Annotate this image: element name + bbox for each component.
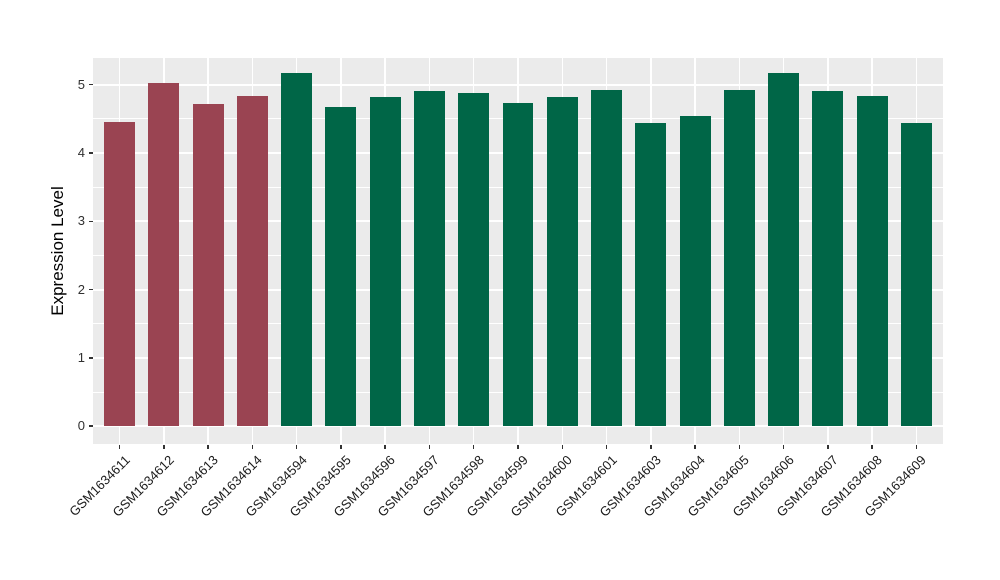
bar-GSM1634598 bbox=[458, 92, 490, 427]
x-tick-mark bbox=[428, 445, 431, 449]
bar-GSM1634605 bbox=[723, 90, 755, 427]
x-tick-mark bbox=[827, 445, 829, 449]
bar-GSM1634595 bbox=[325, 107, 357, 427]
y-tick-label: 1 bbox=[77, 349, 85, 365]
y-tick-mark bbox=[89, 220, 93, 223]
bar-GSM1634601 bbox=[591, 90, 623, 427]
x-tick-mark bbox=[118, 445, 121, 449]
y-tick-label: 3 bbox=[77, 213, 85, 229]
y-tick-mark bbox=[89, 357, 93, 359]
y-tick-label: 2 bbox=[77, 281, 85, 297]
x-tick-mark bbox=[782, 445, 785, 449]
y-tick-label: 5 bbox=[77, 76, 85, 92]
x-tick-mark bbox=[295, 445, 298, 449]
bar-GSM1634612 bbox=[148, 82, 180, 427]
y-tick-mark bbox=[89, 152, 93, 154]
x-tick-mark bbox=[915, 445, 918, 449]
bar-GSM1634597 bbox=[413, 91, 445, 427]
bar-GSM1634599 bbox=[502, 103, 534, 427]
bar-GSM1634607 bbox=[812, 91, 844, 427]
bar-GSM1634606 bbox=[768, 73, 800, 427]
x-tick-mark bbox=[472, 445, 475, 449]
x-tick-mark bbox=[517, 445, 519, 449]
y-axis-title: Expression Level bbox=[48, 186, 67, 316]
bar-GSM1634611 bbox=[104, 122, 136, 427]
bar-GSM1634604 bbox=[679, 116, 711, 427]
x-tick-mark bbox=[605, 445, 608, 449]
x-tick-mark bbox=[251, 445, 254, 449]
plot-panel bbox=[93, 58, 943, 444]
x-tick-mark bbox=[561, 445, 564, 449]
y-tick-mark bbox=[89, 425, 93, 427]
bar-GSM1634608 bbox=[856, 96, 888, 427]
x-tick-mark bbox=[384, 445, 386, 449]
y-tick-mark bbox=[89, 288, 93, 291]
x-tick-mark bbox=[738, 445, 741, 449]
x-tick-mark bbox=[871, 445, 873, 449]
bar-GSM1634603 bbox=[635, 122, 667, 427]
x-tick-mark bbox=[694, 445, 696, 449]
bar-GSM1634614 bbox=[236, 96, 268, 427]
x-tick-mark bbox=[340, 445, 342, 449]
y-tick-label: 0 bbox=[77, 418, 85, 434]
x-tick-mark bbox=[650, 445, 652, 449]
bar-GSM1634596 bbox=[369, 96, 401, 427]
bar-GSM1634600 bbox=[546, 96, 578, 427]
bar-GSM1634594 bbox=[281, 73, 313, 427]
bar-GSM1634609 bbox=[900, 122, 932, 427]
y-tick-label: 4 bbox=[77, 144, 85, 160]
bar-GSM1634613 bbox=[192, 103, 224, 427]
x-tick-mark bbox=[207, 445, 209, 449]
x-tick-mark bbox=[163, 445, 165, 449]
y-tick-mark bbox=[89, 83, 93, 86]
